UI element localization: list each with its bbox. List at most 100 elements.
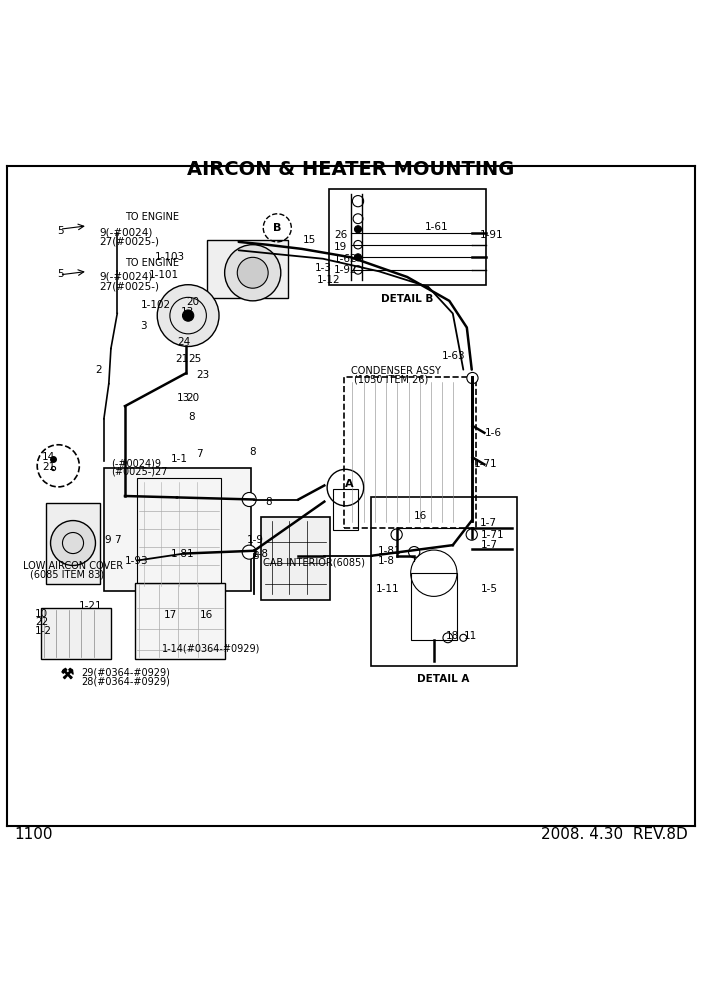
Text: 8: 8 [265,497,272,507]
Text: 1-92: 1-92 [334,265,358,275]
Circle shape [242,492,256,507]
Circle shape [355,254,362,261]
Text: 1-6: 1-6 [484,428,501,437]
Bar [333,489,358,530]
Text: TO ENGINE: TO ENGINE [125,258,179,268]
Bar [207,240,288,298]
Text: 15: 15 [303,235,317,245]
Text: 8: 8 [253,551,259,560]
Bar [46,503,100,583]
Text: 1-7: 1-7 [481,540,498,551]
Text: 5: 5 [58,269,64,279]
Circle shape [237,257,268,289]
Text: 21: 21 [42,461,55,471]
Bar [329,188,486,286]
Text: 23: 23 [197,370,210,380]
Text: 1-81: 1-81 [378,546,402,556]
Text: 3: 3 [140,321,147,331]
Text: 8: 8 [188,412,194,422]
Bar [104,468,251,591]
Text: AIRCON & HEATER MOUNTING: AIRCON & HEATER MOUNTING [187,160,515,180]
Circle shape [355,226,362,233]
Text: 17: 17 [164,610,178,620]
Text: TO ENGINE: TO ENGINE [125,211,179,221]
Text: 1-62: 1-62 [334,254,358,264]
Text: 25: 25 [188,354,201,364]
Text: 1-101: 1-101 [149,270,179,280]
Text: 1-11: 1-11 [376,583,399,593]
Text: 1-21: 1-21 [79,600,102,610]
Text: 1-91: 1-91 [479,230,503,240]
Text: 5: 5 [58,225,64,236]
Text: CONDENSER ASSY: CONDENSER ASSY [351,366,441,376]
Text: 7: 7 [114,535,120,545]
Bar [371,497,517,666]
Text: 1-9: 1-9 [247,535,264,545]
Circle shape [467,372,478,384]
Text: 7: 7 [197,449,203,459]
Text: 8: 8 [249,446,256,456]
Circle shape [225,245,281,301]
Text: 11: 11 [463,631,477,642]
Text: 20: 20 [186,298,199,308]
Bar [344,377,476,528]
Text: 1-14(#0364-#0929): 1-14(#0364-#0929) [161,644,260,654]
Text: 19: 19 [334,242,347,252]
Text: 29(#0364-#0929): 29(#0364-#0929) [81,668,171,678]
Text: A: A [345,479,353,489]
Circle shape [242,546,256,559]
Text: 1-63: 1-63 [442,350,466,361]
Text: 27(#0025-): 27(#0025-) [100,281,159,291]
Text: 1-81: 1-81 [171,549,195,558]
Text: 1100: 1100 [14,827,53,842]
Bar [135,583,225,659]
Circle shape [466,529,477,541]
Text: 9(-#0024): 9(-#0024) [100,227,153,237]
Text: 21: 21 [176,354,189,364]
Text: 14: 14 [42,451,55,461]
Text: 1-61: 1-61 [425,222,449,232]
Text: 16: 16 [414,511,428,521]
Text: 27(#0025-): 27(#0025-) [100,237,159,247]
Text: 26: 26 [334,230,347,240]
Text: 9: 9 [104,535,110,545]
Text: 1-71: 1-71 [474,459,498,469]
Circle shape [352,195,364,206]
Text: (6085 ITEM 83): (6085 ITEM 83) [30,569,105,579]
Text: 1-93: 1-93 [125,556,149,565]
Text: 1-12: 1-12 [317,275,341,285]
Text: (1050 ITEM 26): (1050 ITEM 26) [354,374,428,385]
Bar [261,517,330,600]
Text: (#0025-)27: (#0025-)27 [111,466,167,476]
Text: B: B [273,223,282,233]
Text: DETAIL B: DETAIL B [381,294,434,304]
Text: 16: 16 [199,610,213,620]
Text: 13: 13 [181,308,194,317]
Text: 1-71: 1-71 [481,530,505,540]
Text: 10: 10 [35,609,48,619]
Text: (-#0024)9: (-#0024)9 [111,458,161,468]
Text: 1-2: 1-2 [35,626,52,636]
Text: 24: 24 [177,336,190,346]
Circle shape [391,529,402,541]
Bar [137,478,221,587]
Text: 18: 18 [446,631,459,642]
Text: 9(-#0024): 9(-#0024) [100,271,153,282]
Circle shape [183,310,194,321]
Text: 1-8: 1-8 [378,556,395,565]
Bar [41,608,111,659]
Text: 1-103: 1-103 [154,252,185,262]
Text: 2008. 4.30  REV.8D: 2008. 4.30 REV.8D [541,827,688,842]
Text: 22: 22 [35,617,48,627]
Text: 1-8: 1-8 [251,549,268,558]
Text: 1-7: 1-7 [479,518,496,528]
Text: 1-5: 1-5 [481,583,498,593]
Text: 1-3: 1-3 [314,263,331,273]
Text: 1-102: 1-102 [140,300,171,310]
Circle shape [157,285,219,346]
Text: DETAIL A: DETAIL A [418,675,470,684]
Text: 1-1: 1-1 [171,454,188,464]
Text: 13: 13 [177,393,190,403]
Text: 20: 20 [186,393,199,403]
Text: LOW AIRCON COVER: LOW AIRCON COVER [23,561,124,571]
